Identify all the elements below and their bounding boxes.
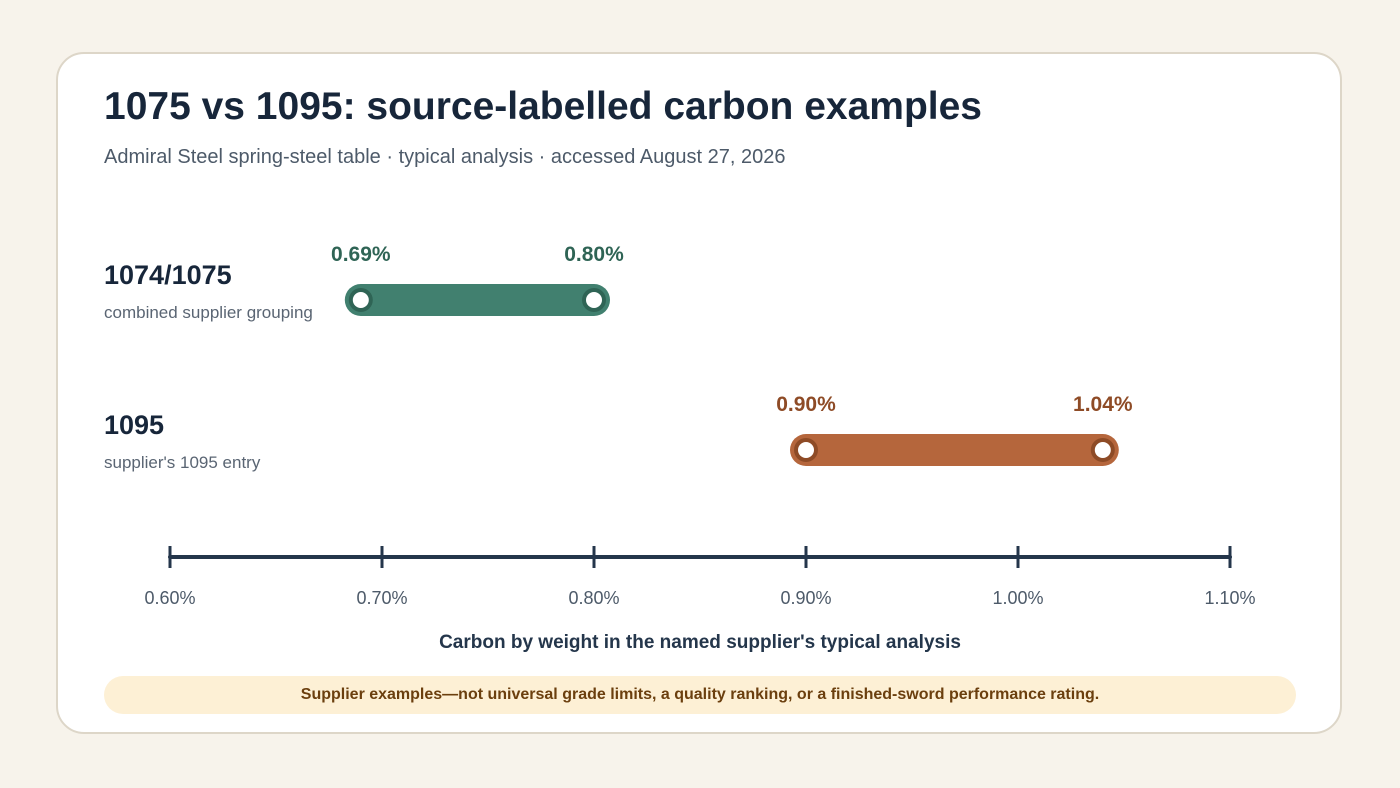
x-tick-label: 0.90% — [780, 588, 831, 608]
series-note-1074-1075: combined supplier grouping — [104, 303, 313, 322]
series-name-1095: 1095 — [104, 410, 165, 440]
chart-subtitle: Admiral Steel spring-steel table · typic… — [104, 146, 786, 168]
series-name-1074-1075: 1074/1075 — [104, 260, 232, 290]
range-min-label: 0.69% — [331, 243, 391, 266]
disclaimer-note: Supplier examples—not universal grade li… — [104, 676, 1296, 714]
range-max-marker — [1094, 442, 1111, 458]
x-tick-label: 0.70% — [356, 588, 407, 608]
chart-card — [56, 52, 1342, 734]
range-min-marker — [798, 442, 814, 458]
range-min-label: 0.90% — [776, 393, 836, 416]
range-max-label: 1.04% — [1073, 393, 1133, 416]
range-max-marker — [586, 292, 602, 308]
x-tick-label: 0.80% — [568, 588, 619, 608]
range-min-marker — [352, 292, 369, 308]
x-tick-label: 0.60% — [144, 588, 195, 608]
series-note-1095: supplier's 1095 entry — [104, 453, 261, 472]
range-max-label: 0.80% — [564, 243, 624, 266]
x-axis-title: Carbon by weight in the named supplier's… — [439, 632, 961, 653]
x-tick-label: 1.00% — [992, 588, 1043, 608]
x-tick-label: 1.10% — [1204, 588, 1255, 608]
chart-title: 1075 vs 1095: source-labelled carbon exa… — [104, 85, 982, 128]
